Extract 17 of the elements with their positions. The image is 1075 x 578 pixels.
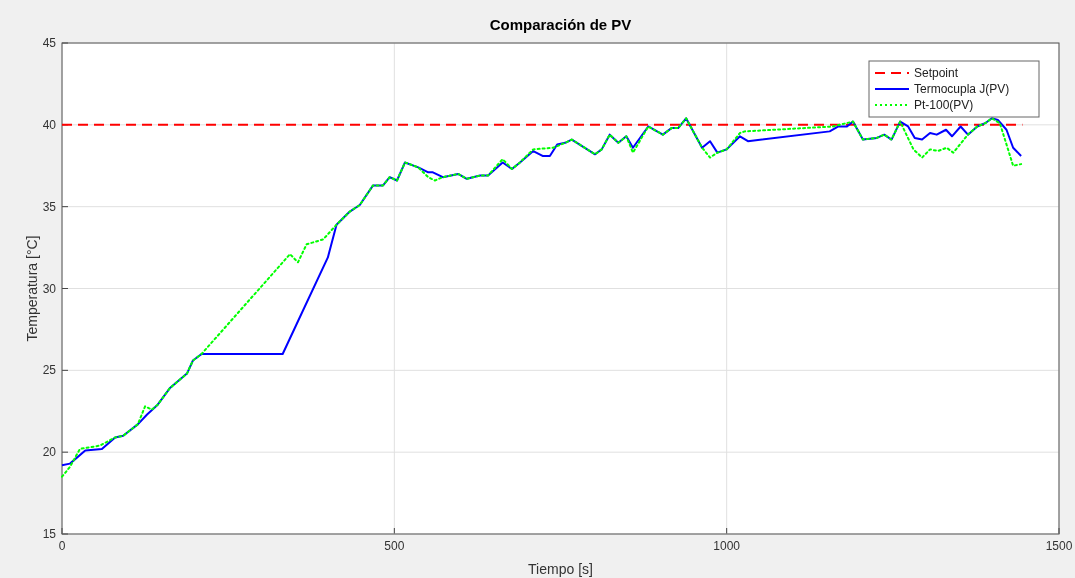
x-tick-label: 500 bbox=[384, 539, 405, 553]
y-tick-label: 15 bbox=[42, 527, 57, 541]
legend-label: Termocupla J(PV) bbox=[914, 82, 1010, 96]
y-tick-label: 35 bbox=[42, 199, 57, 214]
x-tick-label: 1500 bbox=[1045, 539, 1073, 553]
y-tick-label: 45 bbox=[42, 36, 57, 50]
x-tick-label: 1000 bbox=[713, 539, 741, 553]
y-axis-title: Temperatura [°C] bbox=[24, 235, 40, 342]
y-tick-label: 30 bbox=[42, 281, 57, 296]
legend-label: Setpoint bbox=[914, 66, 959, 80]
x-tick-label: 0 bbox=[58, 539, 66, 553]
y-tick-label: 40 bbox=[42, 117, 57, 132]
y-tick-label: 25 bbox=[42, 363, 57, 378]
chart-title: Comparación de PV bbox=[489, 16, 632, 33]
y-tick-label: 20 bbox=[42, 445, 57, 460]
x-axis-title: Tiempo [s] bbox=[528, 561, 593, 577]
legend-label: Pt-100(PV) bbox=[914, 98, 974, 112]
